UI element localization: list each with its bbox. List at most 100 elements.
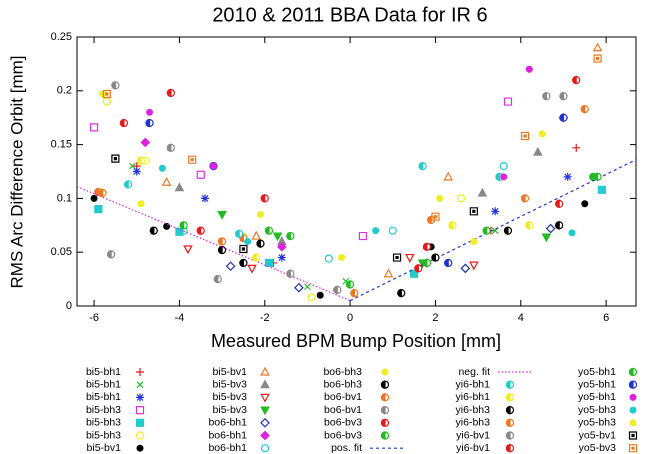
marker-shape bbox=[505, 418, 511, 427]
marker-shape bbox=[392, 253, 402, 262]
point bbox=[102, 97, 111, 106]
point bbox=[217, 210, 227, 220]
legend-marker bbox=[381, 368, 389, 376]
marker-shape bbox=[260, 406, 270, 416]
point bbox=[99, 90, 107, 98]
point bbox=[436, 194, 444, 202]
legend-label: yi6-bh1 bbox=[456, 378, 491, 390]
marker-shape bbox=[244, 237, 252, 245]
legend-label: bo6-bv3 bbox=[324, 429, 362, 441]
marker-shape bbox=[247, 264, 257, 274]
marker-shape bbox=[629, 393, 637, 401]
marker-shape bbox=[405, 253, 415, 263]
marker-shape bbox=[592, 42, 603, 52]
marker-shape bbox=[196, 170, 205, 179]
marker-shape bbox=[589, 172, 594, 181]
marker-shape bbox=[135, 406, 145, 415]
x-tick-label: -2 bbox=[260, 312, 270, 324]
marker-shape bbox=[559, 92, 565, 101]
point bbox=[448, 221, 457, 230]
marker-shape bbox=[572, 143, 581, 152]
point bbox=[520, 194, 530, 203]
marker-shape bbox=[499, 162, 508, 171]
marker-shape bbox=[427, 215, 432, 225]
legend-label: bi5-bh1 bbox=[86, 366, 121, 378]
marker-shape bbox=[631, 446, 635, 450]
point bbox=[264, 258, 274, 268]
y-tick-label: 0.25 bbox=[51, 31, 72, 43]
marker-shape bbox=[597, 185, 606, 194]
x-tick-label: -4 bbox=[175, 312, 185, 324]
point bbox=[572, 143, 581, 152]
legend-marker bbox=[260, 393, 270, 403]
marker-shape bbox=[568, 229, 576, 237]
point bbox=[201, 194, 210, 203]
marker-shape bbox=[260, 430, 270, 441]
point bbox=[145, 118, 154, 128]
marker-shape bbox=[538, 130, 546, 138]
marker-shape bbox=[119, 118, 125, 128]
legend-marker bbox=[380, 431, 390, 440]
point bbox=[422, 258, 432, 268]
legend-label: bi5-bh1 bbox=[86, 391, 121, 403]
marker-shape bbox=[595, 56, 600, 61]
marker-shape bbox=[196, 226, 202, 235]
marker-shape bbox=[469, 207, 478, 216]
point bbox=[563, 172, 572, 181]
point bbox=[217, 237, 227, 246]
legend-marker bbox=[260, 430, 270, 441]
legend-label: yo5-bh1 bbox=[578, 378, 616, 390]
point bbox=[568, 229, 576, 237]
marker-shape bbox=[422, 258, 428, 268]
point bbox=[196, 226, 205, 235]
marker-shape bbox=[431, 253, 437, 262]
point bbox=[559, 92, 568, 101]
marker-shape bbox=[629, 406, 637, 414]
point bbox=[555, 221, 564, 230]
marker-shape bbox=[628, 380, 634, 389]
marker-shape bbox=[264, 258, 274, 268]
marker-shape bbox=[260, 444, 270, 453]
marker-shape bbox=[477, 187, 488, 197]
point bbox=[244, 237, 252, 245]
point bbox=[388, 226, 397, 235]
marker-shape bbox=[174, 182, 185, 192]
marker-shape bbox=[136, 368, 144, 376]
marker-shape bbox=[533, 146, 543, 156]
point bbox=[136, 156, 146, 165]
point bbox=[137, 200, 145, 208]
marker-shape bbox=[629, 419, 637, 427]
point bbox=[179, 221, 188, 230]
marker-shape bbox=[525, 65, 533, 73]
point bbox=[555, 199, 564, 208]
marker-shape bbox=[225, 261, 236, 272]
legend-marker bbox=[629, 393, 637, 401]
legend-label: bi5-bv3 bbox=[213, 378, 248, 390]
point bbox=[372, 227, 380, 235]
point bbox=[89, 123, 99, 132]
legend-label: yi6-bv1 bbox=[456, 442, 490, 454]
point bbox=[102, 89, 111, 99]
legend-label: yi6-bh3 bbox=[456, 404, 491, 416]
legend-label: yi6-bv1 bbox=[456, 429, 490, 441]
marker-shape bbox=[260, 366, 270, 376]
marker-shape bbox=[456, 194, 466, 203]
marker-shape bbox=[132, 167, 141, 176]
point bbox=[470, 237, 478, 245]
legend-label: bo6-bh1 bbox=[208, 429, 247, 441]
point bbox=[333, 285, 342, 294]
marker-shape bbox=[179, 221, 185, 230]
point bbox=[559, 113, 568, 122]
x-axis-label: Measured BPM Bump Position [mm] bbox=[211, 331, 501, 351]
marker-shape bbox=[304, 283, 311, 291]
point bbox=[294, 282, 304, 293]
point bbox=[405, 253, 415, 263]
point bbox=[316, 291, 324, 299]
legend-marker bbox=[260, 366, 270, 376]
marker-shape bbox=[580, 104, 586, 114]
legend-marker bbox=[628, 380, 638, 389]
point bbox=[111, 81, 120, 90]
point bbox=[338, 254, 346, 262]
legend-marker bbox=[380, 393, 390, 402]
